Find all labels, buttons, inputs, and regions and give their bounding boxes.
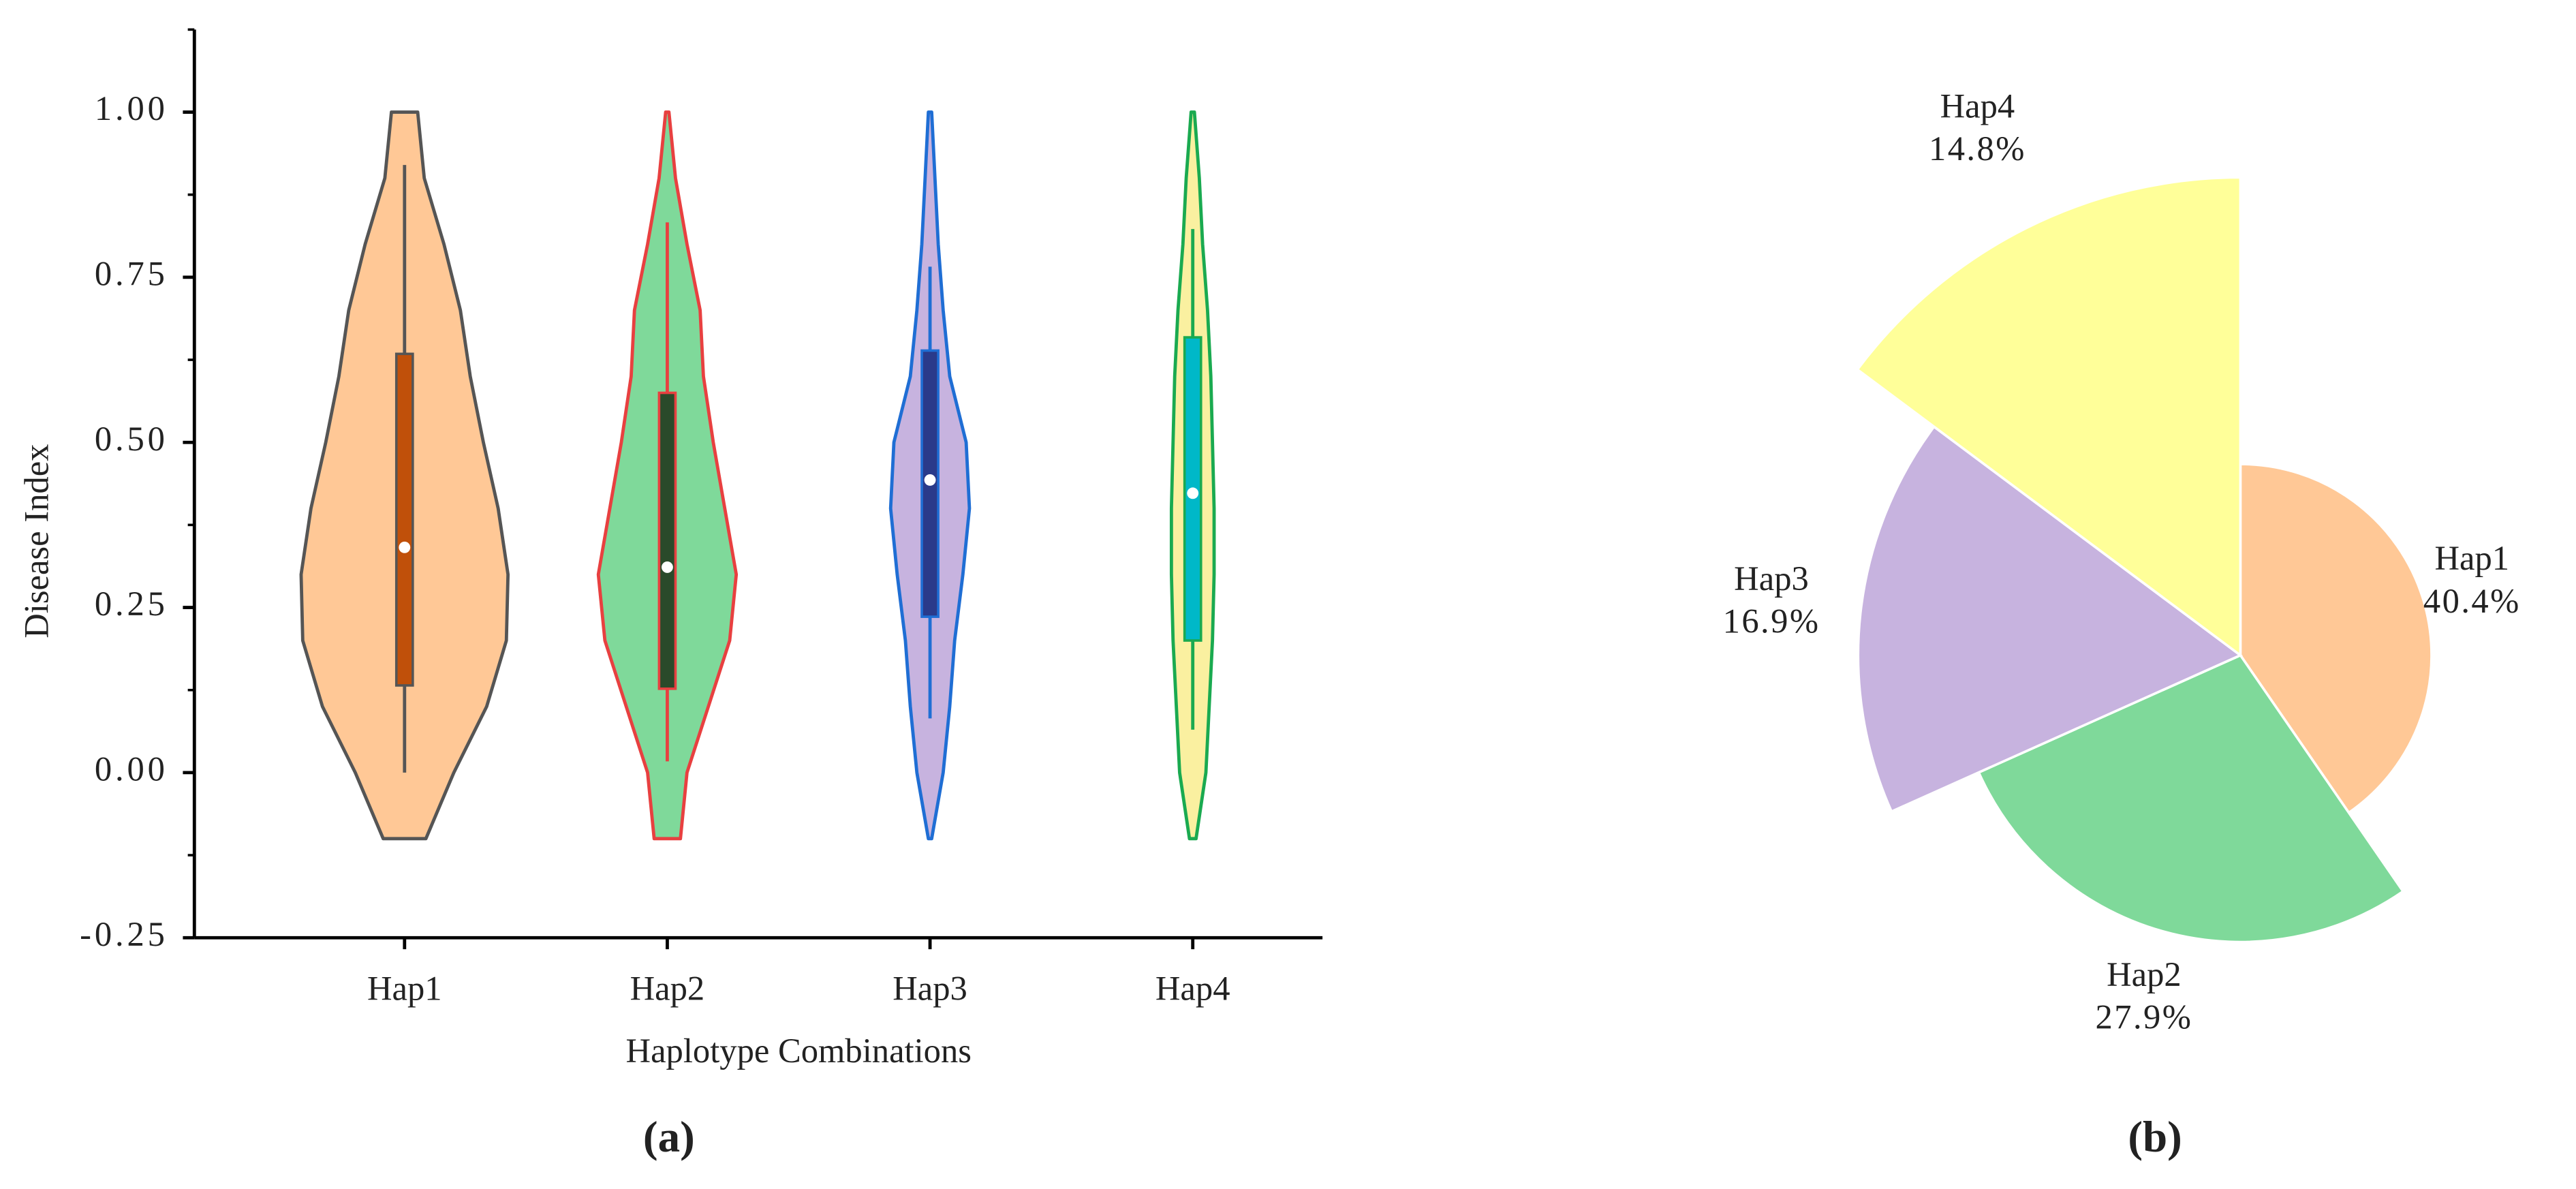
box	[394, 352, 414, 687]
pie-slice	[2239, 463, 2433, 815]
median	[399, 541, 411, 553]
pie-slice	[1976, 653, 2405, 944]
x-tick-label: Hap3	[893, 969, 967, 1007]
box	[657, 391, 677, 690]
y-tick-label: -0.25	[80, 915, 168, 953]
pie-slice	[1855, 176, 2242, 658]
x-tick-label: Hap2	[630, 969, 705, 1007]
slice-label: Hap4	[1940, 87, 2015, 125]
slice-value-label: 16.9%	[1723, 602, 1820, 640]
median	[924, 474, 936, 486]
caption: (b)	[2128, 1113, 2182, 1162]
y-tick-label: 0.00	[95, 750, 168, 788]
y-tick-label: 0.50	[95, 420, 168, 458]
x-tick-label: Hap1	[367, 969, 442, 1007]
slice-label: Hap1	[2434, 539, 2509, 577]
x-axis-label: Haplotype Combinations	[626, 1032, 972, 1070]
y-tick-label: 0.25	[95, 585, 168, 623]
y-axis-label: Disease Index	[17, 444, 55, 638]
slice-value-label: 14.8%	[1929, 129, 2026, 168]
pie-slice	[1857, 424, 2243, 814]
slice-value-label: 27.9%	[2096, 998, 2193, 1036]
y-tick-label: 1.00	[95, 89, 168, 127]
slice-label: Hap3	[1734, 559, 1809, 598]
slice-value-label: 40.4%	[2423, 582, 2521, 620]
y-tick-label: 0.75	[95, 254, 168, 292]
x-tick-label: Hap4	[1155, 969, 1230, 1007]
caption: (a)	[643, 1113, 695, 1162]
median	[662, 561, 673, 573]
slice-label: Hap2	[2107, 955, 2182, 993]
median	[1187, 487, 1199, 499]
